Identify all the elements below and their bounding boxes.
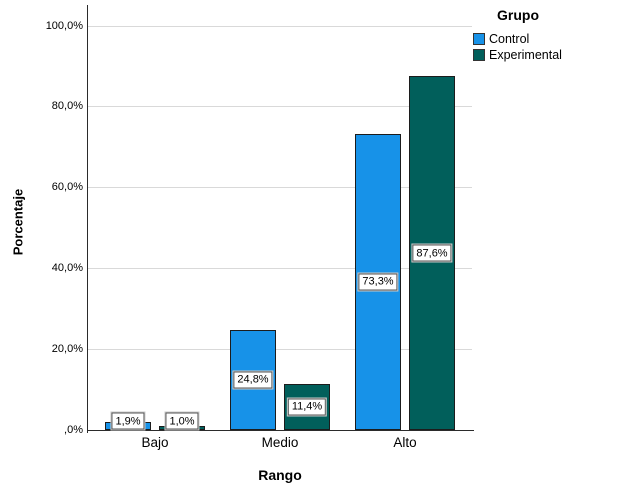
bar-value-label: 73,3% (357, 272, 399, 292)
bar-value-label: 11,4% (286, 397, 328, 417)
x-category-label: Medio (261, 435, 299, 450)
y-tick-label: 100,0% (45, 19, 83, 32)
y-tick-label: 20,0% (51, 342, 83, 355)
legend-item-experimental: Experimental (473, 47, 562, 62)
y-tick-label: 80,0% (51, 100, 83, 113)
x-axis-line (86, 429, 474, 431)
gridline (88, 106, 472, 108)
y-tick-label: 60,0% (51, 181, 83, 194)
gridline (88, 267, 472, 269)
gridline (88, 348, 472, 350)
x-category-label: Alto (393, 435, 417, 450)
x-category-label: Bajo (141, 435, 169, 450)
bar-value-label: 24,8% (232, 370, 274, 390)
y-axis-title: Porcentaje (10, 188, 26, 256)
bar-value-label: 1,9% (110, 411, 146, 431)
legend: Grupo Control Experimental (473, 7, 562, 63)
gridline (88, 187, 472, 189)
x-axis-title: Rango (258, 467, 302, 483)
legend-item-label: Control (489, 31, 530, 46)
legend-title: Grupo (497, 7, 539, 23)
legend-item-label: Experimental (489, 47, 562, 62)
gridline (88, 25, 472, 27)
y-tick-label: 40,0% (51, 261, 83, 274)
y-axis-line (86, 5, 88, 433)
y-tick-label: ,0% (64, 423, 83, 436)
bar-value-label: 1,0% (164, 411, 200, 431)
legend-item-control: Control (473, 31, 562, 46)
bar-value-label: 87,6% (411, 243, 453, 263)
control-swatch-icon (473, 32, 485, 45)
experimental-swatch-icon (473, 48, 485, 61)
